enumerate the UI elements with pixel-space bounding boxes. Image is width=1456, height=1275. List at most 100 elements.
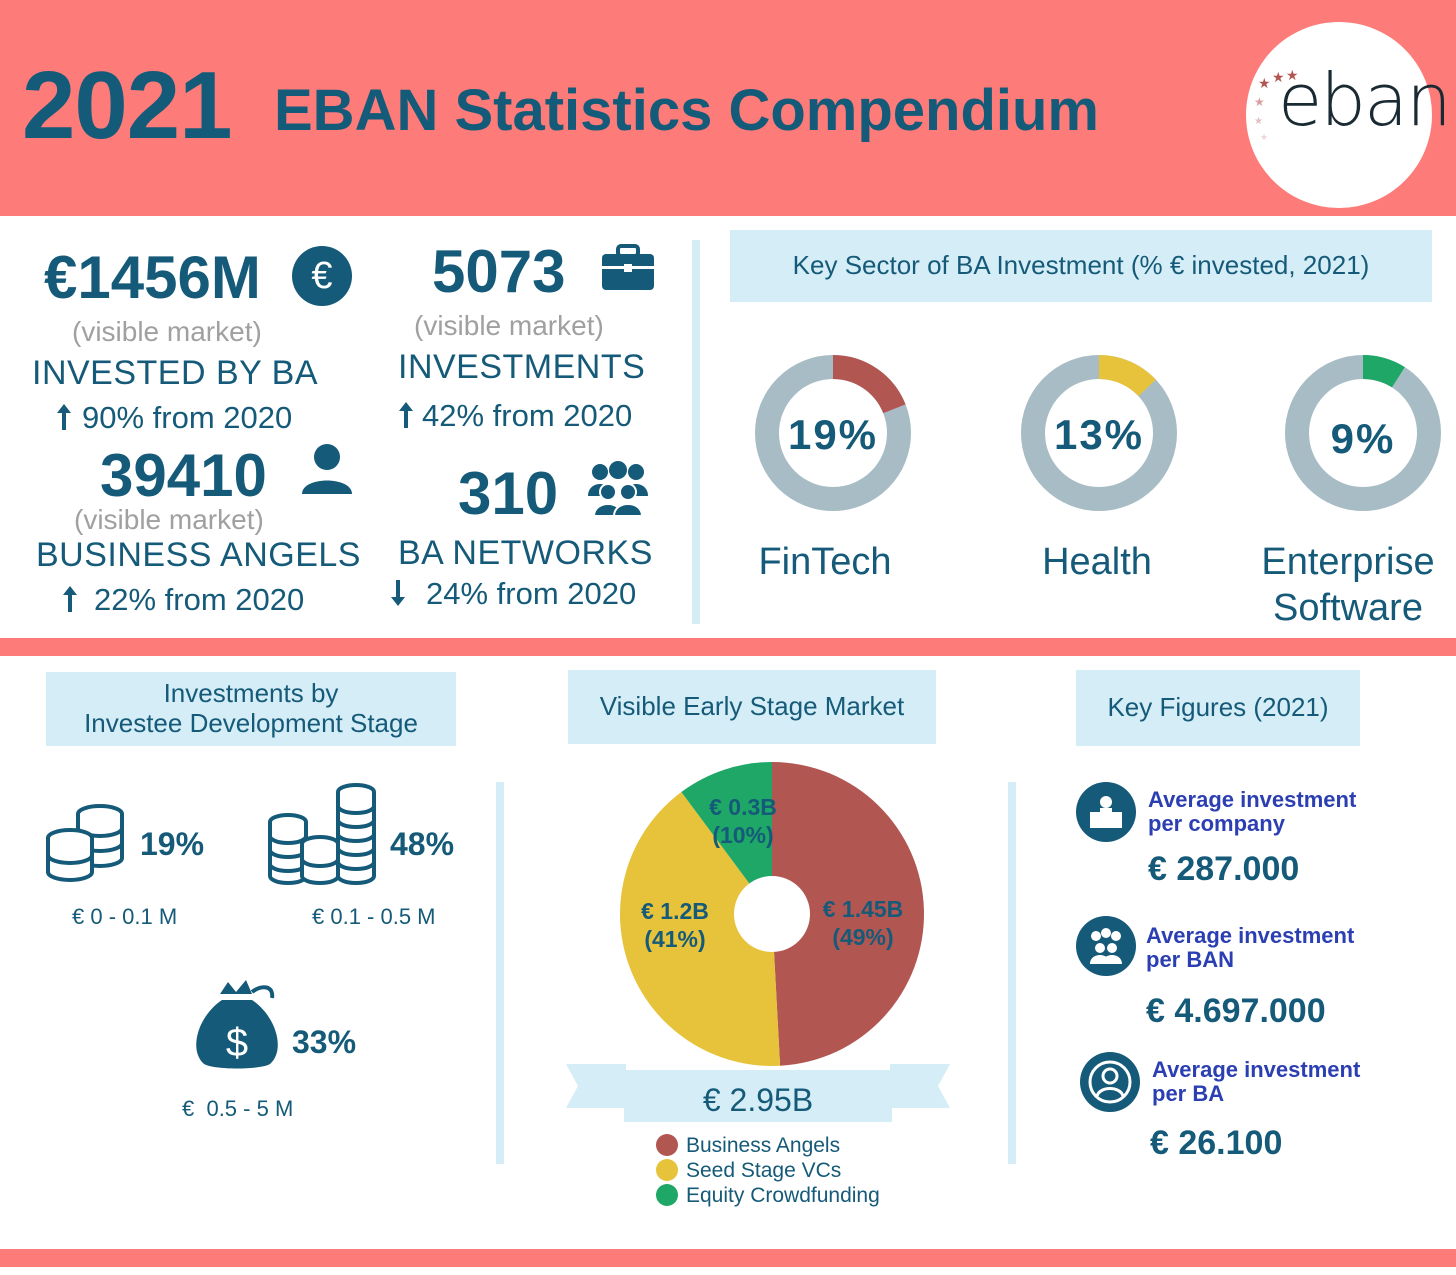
up-arrow-icon <box>54 402 74 437</box>
company-icon <box>1076 782 1136 842</box>
kf-ba-value: € 26.100 <box>1150 1124 1283 1162</box>
up-arrow-icon <box>396 400 416 435</box>
legend-dot-crowd <box>656 1184 678 1206</box>
enterprise-pct: 9% <box>1330 415 1396 462</box>
market-total: € 2.95B <box>702 1082 814 1118</box>
group-icon <box>586 460 650 523</box>
sectors-title: Key Sector of BA Investment (% € investe… <box>730 230 1432 302</box>
kf-ban-label: Average investment per BAN <box>1146 923 1355 973</box>
svg-text:★: ★ <box>1286 67 1299 83</box>
networks-change: 24% from 2020 <box>426 576 637 611</box>
svg-text:★: ★ <box>1272 69 1285 85</box>
header-year: 2021 <box>22 52 233 159</box>
kf-ba-label: Average investment per BA <box>1152 1057 1361 1107</box>
stage-label-2: € 0.1 - 0.5 M <box>312 904 436 929</box>
market-pie <box>620 762 924 1066</box>
invested-sub: (visible market) <box>72 316 262 347</box>
angels-value: 39410 <box>100 442 267 509</box>
pie-pct-crowd: (10%) <box>712 821 774 848</box>
kf-ba-line2: per BA <box>1152 1081 1225 1107</box>
pie-slice-vcs <box>620 791 781 1066</box>
networks-value: 310 <box>458 460 559 527</box>
divider <box>496 782 504 1164</box>
enterprise-label-1: Enterprise <box>1261 541 1435 583</box>
health-label: Health <box>1042 541 1152 583</box>
pie-value-vcs: € 1.2B <box>641 898 709 924</box>
bottom-band <box>0 1249 1456 1267</box>
logo-stars-icon: ★ ★ ★ ★ ★ ★ <box>1254 67 1299 142</box>
logo-text: eban <box>1278 58 1452 142</box>
market-title: Visible Early Stage Market <box>568 670 936 744</box>
investments-sub: (visible market) <box>414 310 604 341</box>
pie-slice-crowd <box>681 762 772 914</box>
network-icon <box>1076 916 1136 976</box>
down-arrow-icon <box>388 578 408 613</box>
stage-pct-3: 33% <box>292 1024 357 1060</box>
invested-value: €1456M <box>44 244 261 311</box>
angels-change: 22% from 2020 <box>94 582 305 617</box>
stages-title-line2: Investee Development Stage <box>84 708 418 738</box>
divider <box>692 240 700 624</box>
svg-text:$: $ <box>226 1021 248 1065</box>
networks-caption: BA NETWORKS <box>398 534 653 572</box>
stages-title-line1: Investments by <box>163 678 339 709</box>
kf-ban-value: € 4.697.000 <box>1146 992 1326 1030</box>
svg-text:★: ★ <box>1260 132 1268 142</box>
sector-donut-health <box>1021 355 1177 511</box>
pie-value-angels: € 1.45B <box>822 896 904 922</box>
pie-label-crowd: € 0.3B (10%) <box>688 794 798 849</box>
legend-angels: Business Angels <box>686 1134 841 1157</box>
divider <box>1008 782 1016 1164</box>
stage-pct-1: 19% <box>140 826 205 862</box>
legend-crowd: Equity Crowdfunding <box>686 1184 880 1207</box>
health-pct: 13% <box>1053 411 1145 458</box>
sector-donut-fintech <box>755 355 911 511</box>
kf-company-label: Average investment per company <box>1148 787 1356 837</box>
investments-caption: INVESTMENTS <box>398 348 646 386</box>
header-banner <box>0 0 1456 216</box>
euro-icon: € <box>292 246 352 306</box>
briefcase-icon <box>602 244 654 297</box>
pie-pct-vcs: (41%) <box>644 925 706 952</box>
money-bag-icon: $ <box>196 980 278 1069</box>
page-title: EBAN Statistics Compendium <box>274 78 1099 143</box>
total-ribbon <box>566 1064 950 1122</box>
stage-label-3: € 0.5 - 5 M <box>182 1096 294 1121</box>
sector-donut-enterprise <box>1285 355 1441 511</box>
kf-company-value: € 287.000 <box>1148 850 1300 888</box>
fintech-label: FinTech <box>758 541 892 583</box>
mid-band <box>0 638 1456 656</box>
pie-label-angels: € 1.45B (49%) <box>808 896 918 951</box>
svg-text:★: ★ <box>1258 75 1271 91</box>
coins-small-icon <box>46 804 124 882</box>
pie-value-crowd: € 0.3B <box>709 794 777 820</box>
kf-ba-line1: Average investment <box>1152 1057 1361 1082</box>
invested-caption: INVESTED BY BA <box>32 354 319 392</box>
pie-label-vcs: € 1.2B (41%) <box>620 898 730 953</box>
stages-title: Investments by Investee Development Stag… <box>46 672 456 746</box>
up-arrow-icon <box>60 584 80 619</box>
investments-change: 42% from 2020 <box>422 398 633 433</box>
angels-caption: BUSINESS ANGELS <box>36 536 361 574</box>
coins-large-icon <box>268 783 376 885</box>
kf-company-line2: per company <box>1148 811 1285 837</box>
svg-text:★: ★ <box>1254 116 1263 127</box>
sector-ring-fintech <box>755 355 911 511</box>
invested-change: 90% from 2020 <box>82 400 293 435</box>
stage-label-1: € 0 - 0.1 M <box>72 904 178 929</box>
kf-ban-line1: Average investment <box>1146 923 1355 948</box>
legend-dot-angels <box>656 1134 678 1156</box>
pie-pct-angels: (49%) <box>832 923 894 950</box>
fintech-pct: 19% <box>787 411 879 458</box>
legend-dot-vcs <box>656 1159 678 1181</box>
legend-vcs: Seed Stage VCs <box>686 1159 842 1182</box>
sector-ring-enterprise <box>1285 355 1441 511</box>
angels-sub: (visible market) <box>74 504 264 535</box>
person-icon <box>300 442 354 501</box>
kf-ban-line2: per BAN <box>1146 947 1235 973</box>
eban-logo <box>1246 22 1432 208</box>
stage-pct-2: 48% <box>390 826 455 862</box>
pie-slice-angels <box>772 762 924 1066</box>
investments-value: 5073 <box>432 238 566 305</box>
key-figures-title: Key Figures (2021) <box>1076 670 1360 746</box>
